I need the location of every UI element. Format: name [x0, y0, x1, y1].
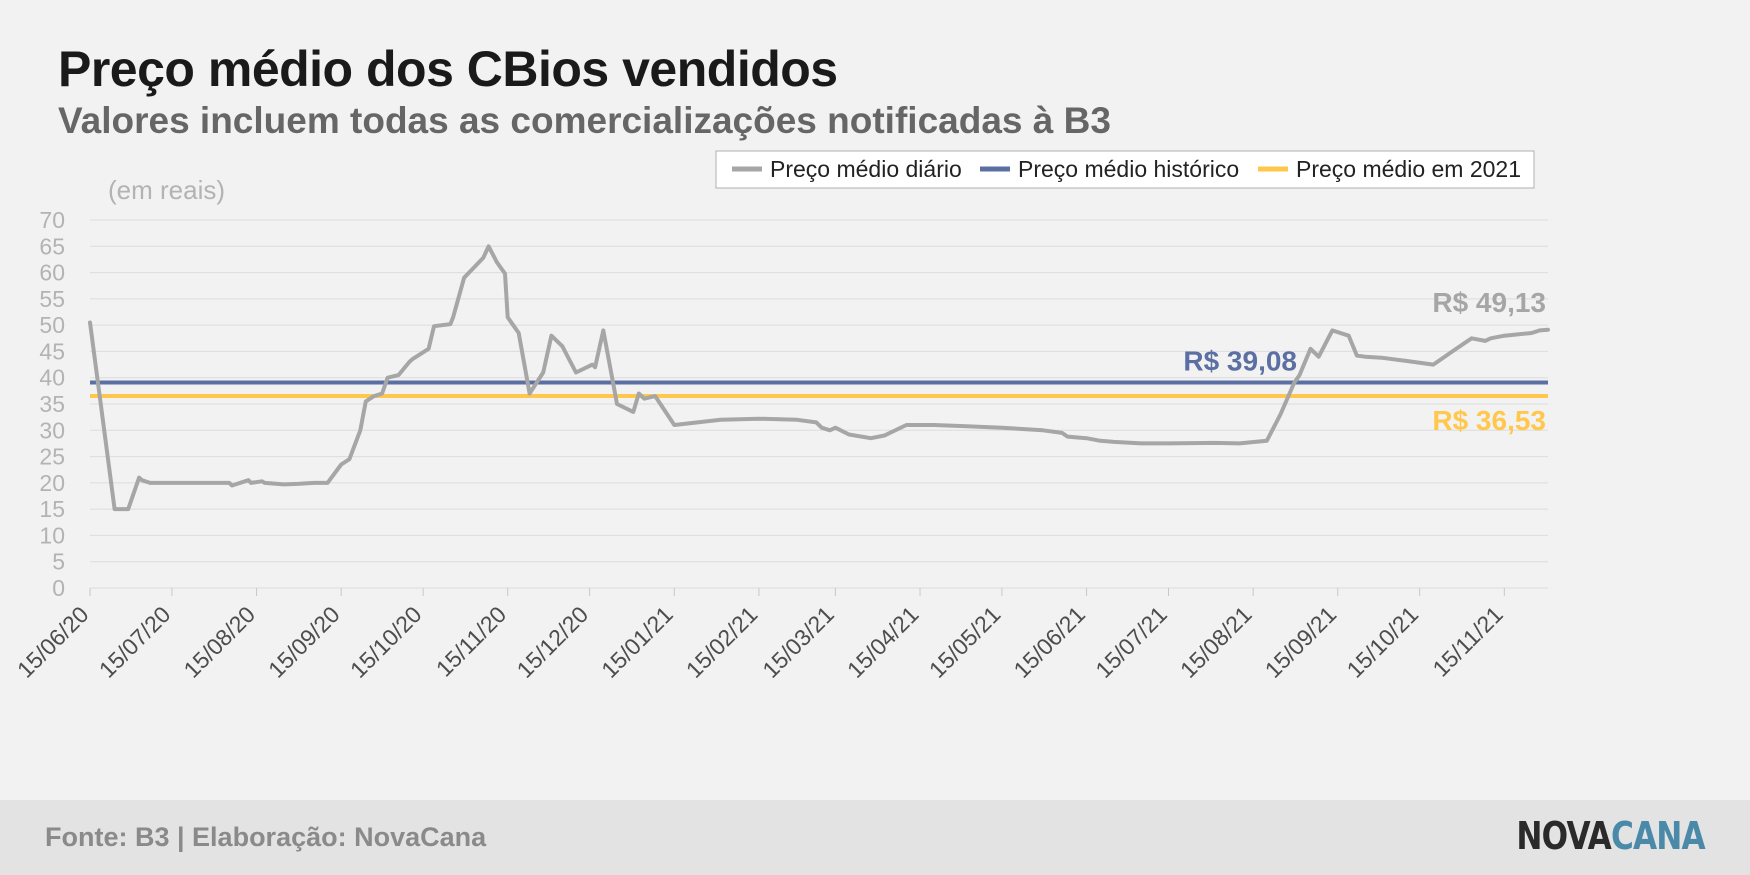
y-tick-label: 40: [39, 365, 65, 391]
y-tick-label: 45: [39, 338, 65, 364]
y-tick-label: 55: [39, 286, 65, 312]
x-tick-label: 15/09/21: [1260, 601, 1342, 683]
y-tick-label: 65: [39, 233, 65, 259]
y-tick-label: 20: [39, 470, 65, 496]
grid-lines: [90, 219, 1548, 589]
footer-bar: Fonte: B3 | Elaboração: NovaCana NOVACAN…: [0, 800, 1750, 875]
x-tick-label: 15/08/21: [1175, 601, 1257, 683]
y-tick-label: 0: [52, 575, 65, 601]
legend-box: [715, 150, 1535, 189]
legend-label: Preço médio em 2021: [1296, 156, 1521, 182]
x-tick-label: 15/05/21: [924, 601, 1006, 683]
x-tick-label: 15/07/20: [94, 601, 176, 683]
y-tick-label: 10: [39, 522, 65, 548]
x-tick-label: 15/12/20: [511, 601, 593, 683]
x-axis-ticks: 15/06/20 15/07/20 15/08/20 15/09/20 15/10/20…: [12, 588, 1508, 683]
y-tick-label: 60: [39, 260, 65, 286]
y-tick-label: 30: [39, 417, 65, 443]
legend-label: Preço médio histórico: [1018, 156, 1239, 182]
x-tick-label: 15/10/20: [345, 601, 427, 683]
x-tick-label: 15/11/20: [431, 601, 511, 681]
x-tick-label: 15/06/20: [12, 601, 94, 683]
y-tick-label: 25: [39, 444, 65, 470]
y-tick-label: 70: [39, 207, 65, 233]
series-line-daily-price: [88, 244, 1550, 512]
x-tick-label: 15/09/20: [263, 601, 345, 683]
label-2021-average: R$ 36,53: [1432, 405, 1546, 436]
y-tick-label: 5: [52, 549, 65, 575]
logo-part-nova: NOVA: [1516, 814, 1612, 858]
label-historic-average: R$ 39,08: [1183, 346, 1297, 377]
logo-part-cana: CANA: [1611, 814, 1706, 858]
x-tick-label: 15/08/20: [178, 601, 260, 683]
y-tick-label: 15: [39, 496, 65, 522]
x-tick-label: 15/01/21: [596, 601, 678, 683]
series-lines: [88, 244, 1550, 512]
legend: Preço médio diário Preço médio histórico P…: [715, 150, 1535, 189]
x-tick-label: 15/02/21: [681, 601, 763, 683]
legend-label: Preço médio diário: [770, 156, 962, 182]
x-tick-label: 15/04/21: [842, 601, 924, 683]
x-tick-label: 15/10/21: [1342, 601, 1424, 683]
data-labels: R$ 39,08 R$ 36,53 R$ 49,13: [1183, 287, 1546, 436]
y-unit-label: (em reais): [108, 175, 225, 205]
y-tick-label: 35: [39, 391, 65, 417]
source-note: Fonte: B3 | Elaboração: NovaCana: [45, 822, 487, 852]
chart-subtitle: Valores incluem todas as comercializaçõe…: [58, 100, 1111, 141]
y-tick-label: 50: [39, 312, 65, 338]
novacana-logo: NOVACANA: [1516, 814, 1706, 858]
chart-title: Preço médio dos CBios vendidos: [58, 41, 838, 97]
label-last-daily-price: R$ 49,13: [1432, 287, 1546, 318]
x-tick-label: 15/07/21: [1090, 601, 1172, 683]
x-tick-label: 15/11/21: [1427, 601, 1507, 681]
x-tick-label: 15/06/21: [1008, 601, 1090, 683]
x-tick-label: 15/03/21: [757, 601, 839, 683]
